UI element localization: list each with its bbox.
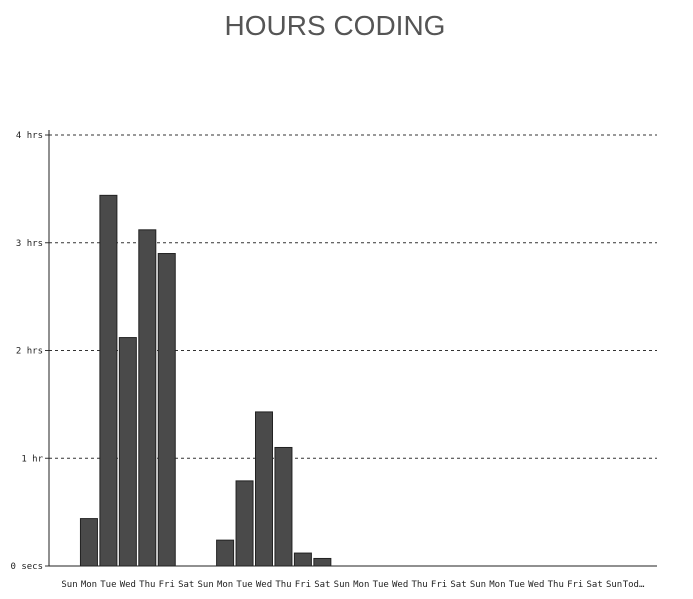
x-tick-label: Fri xyxy=(431,580,447,590)
axes xyxy=(48,130,657,567)
x-tick-label: Sat xyxy=(178,580,194,590)
x-tick-label: Tue xyxy=(509,580,525,590)
x-tick-label: Tod… xyxy=(623,580,645,590)
bar xyxy=(99,194,118,567)
bar xyxy=(118,337,137,567)
bar xyxy=(255,411,273,567)
x-tick-label: Mon xyxy=(353,580,369,590)
x-tick-label: Mon xyxy=(81,580,97,590)
x-tick-label: Wed xyxy=(528,580,544,590)
chart-title: HOURS CODING xyxy=(224,10,446,41)
grid-lines xyxy=(49,134,657,459)
x-tick-label: Wed xyxy=(120,580,136,590)
bar xyxy=(79,518,98,567)
x-tick-label: Mon xyxy=(217,580,233,590)
bar xyxy=(274,446,293,567)
bar xyxy=(157,253,176,567)
x-tick-label: Tue xyxy=(373,580,389,590)
x-tick-label: Thu xyxy=(139,580,155,590)
x-axis-ticks: Sun Mon Tue Wed Thu Fri Sat Sun Mon Tue Wed Thu Fri S… xyxy=(61,580,645,590)
x-tick-label: Tue xyxy=(236,580,252,590)
y-tick-label: 3 hrs xyxy=(16,239,43,249)
bar xyxy=(293,552,312,567)
y-axis-ticks: 0 secs 1 hr 2 hrs 3 hrs 4 hrs xyxy=(10,131,49,572)
x-tick-label: Sat xyxy=(587,580,603,590)
bar xyxy=(313,557,332,567)
y-tick-label: 0 secs xyxy=(10,562,43,572)
x-tick-label: Tue xyxy=(100,580,116,590)
bar xyxy=(235,480,254,567)
bar xyxy=(138,229,157,567)
x-tick-label: Fri xyxy=(567,580,583,590)
x-tick-label: Wed xyxy=(256,580,272,590)
x-tick-label: Sun xyxy=(334,580,350,590)
x-tick-label: Fri xyxy=(159,580,175,590)
x-tick-label: Wed xyxy=(392,580,408,590)
x-tick-label: Sun xyxy=(61,580,77,590)
x-tick-label: Thu xyxy=(548,580,564,590)
bar xyxy=(216,539,235,567)
x-tick-label: Sun xyxy=(606,580,622,590)
y-tick-label: 2 hrs xyxy=(16,347,43,357)
x-tick-label: Sun xyxy=(470,580,486,590)
bars xyxy=(79,194,332,567)
y-tick-label: 4 hrs xyxy=(16,131,43,141)
x-tick-label: Sat xyxy=(314,580,330,590)
x-tick-label: Fri xyxy=(295,580,311,590)
y-tick-label: 1 hr xyxy=(21,454,43,464)
x-tick-label: Mon xyxy=(489,580,505,590)
x-tick-label: Sat xyxy=(450,580,466,590)
x-tick-label: Thu xyxy=(275,580,291,590)
x-tick-label: Sun xyxy=(198,580,214,590)
x-tick-label: Thu xyxy=(411,580,427,590)
